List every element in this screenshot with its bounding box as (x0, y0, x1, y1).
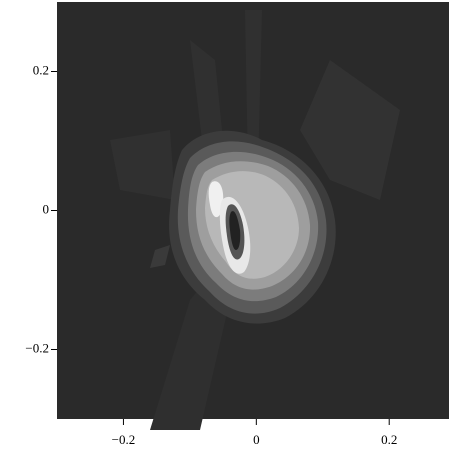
x-tick-label: 0 (253, 432, 260, 447)
y-tick-label: 0.2 (33, 62, 49, 77)
x-tick-label: 0.2 (381, 432, 397, 447)
y-tick-label: −0.2 (25, 340, 49, 355)
x-tick-label: −0.2 (112, 432, 136, 447)
intensity-field (110, 10, 400, 430)
y-tick-label: 0 (43, 201, 50, 216)
